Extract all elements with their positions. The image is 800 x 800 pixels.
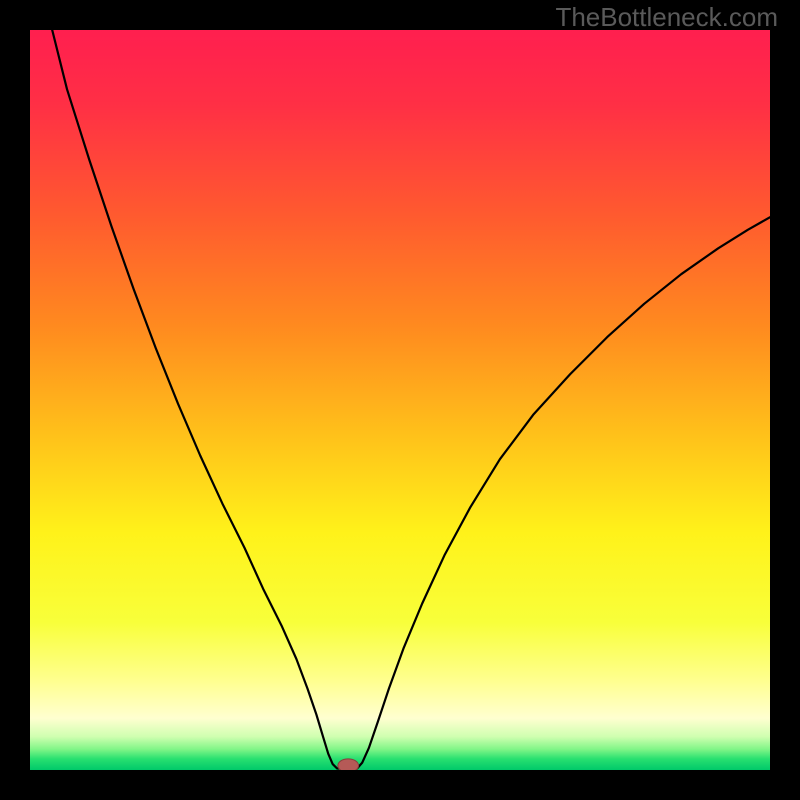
bottleneck-chart [30, 30, 770, 770]
watermark-label: TheBottleneck.com [555, 2, 778, 33]
optimal-point-marker [338, 759, 359, 770]
stage: TheBottleneck.com [0, 0, 800, 800]
